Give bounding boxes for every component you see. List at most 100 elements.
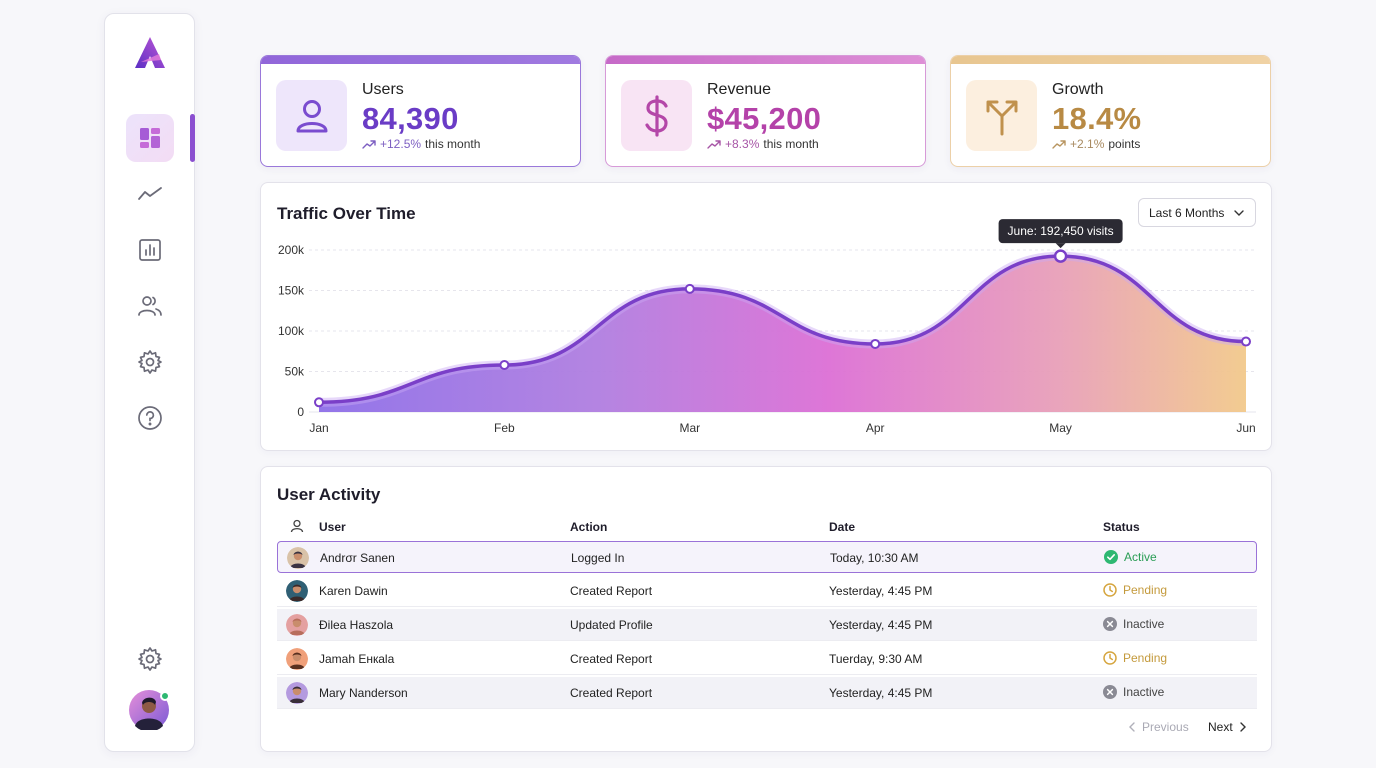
x-tick-label: Mar — [679, 421, 700, 435]
growth-stat-card[interactable]: Growth 18.4% +2.1% points — [950, 55, 1271, 167]
date: Today, 10:30 AM — [830, 551, 919, 565]
revenue-value: $45,200 — [707, 101, 822, 136]
data-point[interactable] — [314, 397, 324, 408]
data-point[interactable] — [684, 283, 695, 294]
chevron-right-icon — [1239, 722, 1246, 732]
users-icon — [138, 296, 162, 316]
table-row[interactable]: Andrσr Sanen Logged In Today, 10:30 AM A… — [277, 541, 1257, 573]
dollar-icon — [644, 94, 668, 137]
revenue-delta-value: +8.3% — [725, 137, 760, 151]
user-name: Karen Dawin — [319, 584, 388, 598]
status-label: Active — [1124, 550, 1157, 564]
data-point[interactable] — [1053, 249, 1068, 263]
action: Created Report — [570, 652, 653, 666]
nav-reports[interactable] — [126, 226, 174, 274]
data-point[interactable] — [1241, 336, 1251, 347]
clock-icon — [1103, 583, 1117, 597]
status-label: Pending — [1123, 651, 1168, 665]
nav-dashboard[interactable] — [126, 114, 174, 162]
time-range-value: Last 6 Months — [1149, 205, 1225, 220]
nav-settings[interactable] — [126, 338, 174, 386]
table-row[interactable]: Mary Nanderson Created Report Yesterday,… — [277, 677, 1257, 709]
traffic-line — [317, 254, 1248, 405]
users-delta-suffix: this month — [425, 137, 481, 151]
table-row[interactable]: Karen Dawin Created Report Yesterday, 4:… — [277, 575, 1257, 607]
growth-delta-suffix: points — [1108, 137, 1141, 151]
action: Logged In — [571, 551, 625, 565]
tooltip-pointer — [1055, 243, 1066, 249]
user-column-icon — [290, 519, 304, 533]
traffic-area — [319, 256, 1246, 412]
online-status-dot — [160, 691, 170, 701]
help-icon — [138, 406, 162, 430]
users-value: 84,390 — [362, 101, 459, 136]
user-name: Đilea Haszola — [319, 618, 394, 632]
x-tick-label: Apr — [866, 421, 885, 435]
sidebar — [104, 13, 195, 752]
traffic-chart-title: Traffic Over Time — [277, 204, 416, 223]
growth-value: 18.4% — [1052, 101, 1142, 136]
table-row[interactable]: Jamah Eнкala Created Report Tuerday, 9:3… — [277, 643, 1257, 675]
status-badge: Inactive — [1103, 685, 1164, 699]
users-delta: +12.5% this month — [362, 137, 480, 151]
action: Created Report — [570, 686, 653, 700]
growth-label: Growth — [1052, 81, 1104, 98]
x-tick-label: Jan — [309, 421, 328, 435]
app-logo[interactable] — [131, 34, 169, 72]
x-tick-label: Jun — [1236, 421, 1255, 435]
column-header-date[interactable]: Date — [829, 520, 856, 534]
table-row[interactable]: Đilea Haszola Updated Profile Yesterday,… — [277, 609, 1257, 641]
x-tick-label: Feb — [494, 421, 515, 435]
card-accent-bar — [951, 56, 1270, 64]
time-range-dropdown[interactable]: Last 6 Months — [1138, 198, 1256, 227]
chart-tooltip — [998, 219, 1123, 244]
user-name: Jamah Eнкala — [319, 652, 395, 666]
revenue-stat-card[interactable]: Revenue $45,200 +8.3% this month — [605, 55, 926, 167]
x-circle-icon — [1103, 617, 1117, 631]
column-header-action[interactable]: Action — [570, 520, 608, 534]
revenue-label: Revenue — [707, 81, 772, 98]
gear-icon — [138, 647, 162, 671]
traffic-chart-panel: 0 50k 100k 150k 200k Jan Feb Mar Apr May Jun June… — [260, 182, 1272, 451]
data-point[interactable] — [499, 360, 510, 371]
active-indicator — [190, 114, 195, 162]
date: Tuerday, 9:30 AM — [829, 652, 923, 666]
next-label: Next — [1208, 720, 1233, 734]
check-circle-icon — [1104, 550, 1118, 564]
user-activity-title: User Activity — [277, 485, 381, 504]
nav-bottom-settings[interactable] — [126, 635, 174, 683]
x-circle-icon — [1103, 685, 1117, 699]
nav-trends[interactable] — [126, 170, 174, 218]
card-accent-bar — [606, 56, 925, 64]
user-name: Andrσr Sanen — [320, 551, 395, 565]
split-arrows-icon — [986, 100, 1017, 135]
avatar — [129, 690, 169, 732]
growth-delta-value: +2.1% — [1070, 137, 1105, 151]
next-page-button[interactable]: Next — [1208, 720, 1246, 734]
status-badge: Active — [1104, 550, 1157, 564]
action: Updated Profile — [570, 618, 653, 632]
y-tick-label: 200k — [278, 243, 305, 257]
data-point[interactable] — [870, 338, 881, 349]
dashboard-icon — [140, 128, 160, 148]
status-label: Pending — [1123, 583, 1168, 597]
nav-users[interactable] — [126, 282, 174, 330]
card-accent-bar — [261, 56, 580, 64]
column-header-status[interactable]: Status — [1103, 520, 1140, 534]
chevron-left-icon — [1129, 722, 1135, 732]
nav-help[interactable] — [126, 394, 174, 442]
revenue-delta: +8.3% this month — [707, 137, 819, 151]
users-label: Users — [362, 81, 404, 98]
growth-icon-box — [966, 80, 1037, 151]
y-tick-label: 0 — [297, 405, 304, 419]
user-avatar[interactable] — [129, 690, 170, 732]
column-header-user[interactable]: User — [319, 520, 346, 534]
status-badge: Pending — [1103, 583, 1167, 597]
users-stat-card[interactable]: Users 84,390 +12.5% this month — [260, 55, 581, 167]
chevron-down-icon — [1234, 209, 1245, 216]
traffic-chart: 0 50k 100k 150k 200k Jan Feb Mar Apr May Jun June… — [278, 219, 1256, 435]
previous-page-button[interactable]: Previous — [1129, 720, 1189, 734]
status-badge: Pending — [1103, 651, 1167, 665]
status-badge: Inactive — [1103, 617, 1164, 631]
x-tick-label: May — [1049, 421, 1072, 435]
